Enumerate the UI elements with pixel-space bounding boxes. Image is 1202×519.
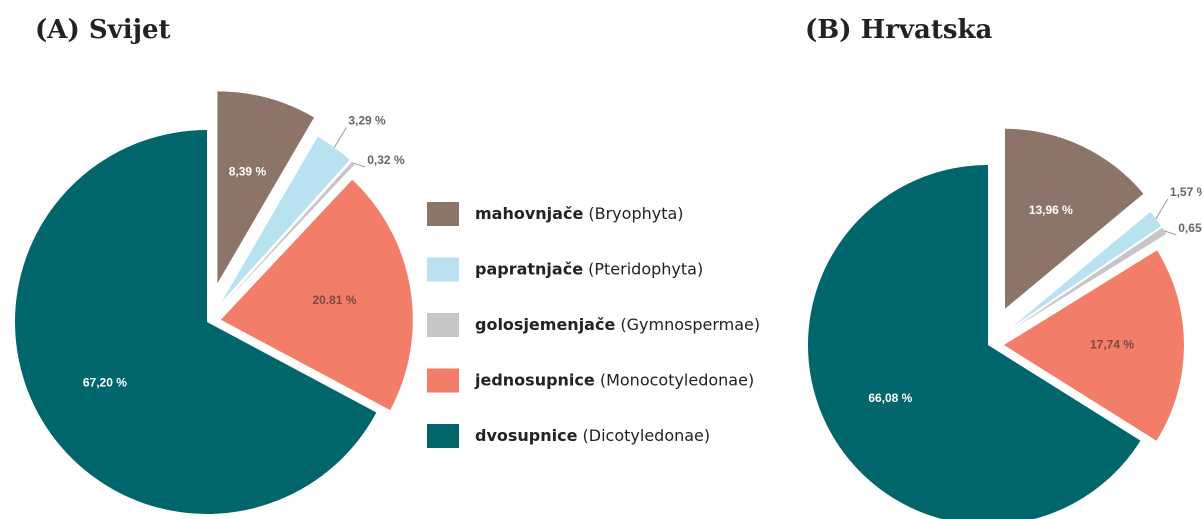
leader-line <box>333 127 347 148</box>
pie-slice <box>1003 250 1184 441</box>
chart-title: (B) Hrvatska <box>805 15 993 45</box>
legend-latin: (Dicotyledonae) <box>577 426 710 445</box>
legend-name: golosjemenjače <box>475 315 615 334</box>
pie-slice <box>1013 227 1167 329</box>
legend-latin: (Pteridophyta) <box>583 259 703 278</box>
pie-slice <box>1011 211 1162 327</box>
legend-label: jednosupnice (Monocotyledonae) <box>474 370 754 389</box>
legend-name: mahovnjače <box>475 204 583 223</box>
leader-line <box>353 162 366 168</box>
chart-title: (A) Svijet <box>35 15 171 45</box>
leader-line <box>1155 198 1169 220</box>
value-label: 20.81 % <box>312 293 356 307</box>
legend-label: golosjemenjače (Gymnospermae) <box>475 315 760 334</box>
pie-slice <box>221 136 350 303</box>
pie-slice <box>14 130 377 514</box>
legend-swatch <box>427 313 459 337</box>
pie-slice <box>220 179 413 411</box>
legend-name: jednosupnice <box>474 370 595 389</box>
legend-name: papratnjače <box>475 259 583 278</box>
legend-latin: (Gymnospermae) <box>615 315 760 334</box>
pie-slice <box>1004 128 1144 309</box>
legend-label: mahovnjače (Bryophyta) <box>475 204 684 223</box>
value-label: 66,08 % <box>868 391 912 405</box>
legend-name: dvosupnice <box>475 426 578 445</box>
value-label: 3,29 % <box>348 114 386 128</box>
legend-swatch <box>427 368 459 393</box>
pie-slice <box>217 91 315 284</box>
legend-label: papratnjače (Pteridophyta) <box>475 259 703 278</box>
pie-slice <box>223 161 355 305</box>
value-label: 13,96 % <box>1029 203 1073 217</box>
legend-swatch <box>427 202 459 226</box>
value-label: 67,20 % <box>83 375 127 389</box>
value-label: 0,65 % <box>1178 221 1202 235</box>
value-label: 1,57 % <box>1170 185 1202 199</box>
legend-latin: (Monocotyledonae) <box>595 370 754 389</box>
value-label: 8,39 % <box>229 164 267 178</box>
pie-slice <box>808 165 1141 519</box>
value-label: 0,32 % <box>367 153 405 167</box>
legend-swatch <box>427 257 459 282</box>
value-label: 17,74 % <box>1090 338 1134 352</box>
legend-label: dvosupnice (Dicotyledonae) <box>475 426 710 445</box>
legend-swatch <box>427 424 459 448</box>
leader-line <box>1164 230 1177 236</box>
legend-latin: (Bryophyta) <box>583 204 683 223</box>
